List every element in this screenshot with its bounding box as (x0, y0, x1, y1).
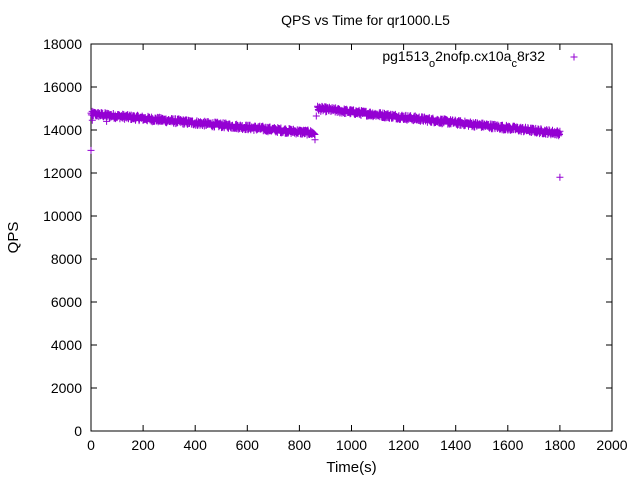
y-tick-label: 12000 (43, 165, 82, 181)
x-tick-label: 1400 (440, 437, 471, 453)
y-tick-label: 4000 (51, 337, 82, 353)
y-tick-label: 2000 (51, 380, 82, 396)
y-tick-label: 10000 (43, 208, 82, 224)
legend: pg1513o2nofp.cx10ac8r32 (382, 48, 578, 70)
x-tick-label: 2000 (596, 437, 627, 453)
series-markers (87, 102, 564, 181)
series-points (87, 102, 564, 181)
x-tick-label: 1000 (336, 437, 367, 453)
x-tick-label: 200 (131, 437, 155, 453)
x-tick-label: 0 (87, 437, 95, 453)
y-tick-label: 18000 (43, 36, 82, 52)
legend-marker (570, 53, 578, 61)
plot-border (90, 43, 613, 432)
x-tick-label: 1200 (388, 437, 419, 453)
y-axis: 0 2000 4000 6000 8000 10000 12000 14000 16000 180… (43, 36, 612, 439)
y-axis-title: QPS (5, 222, 22, 254)
x-axis: 0 200 400 600 800 1000 1200 1400 1600 1800 2000 (87, 44, 628, 453)
chart-title: QPS vs Time for qr1000.L5 (281, 12, 450, 28)
plot-area (90, 43, 613, 432)
y-tick-label: 14000 (43, 122, 82, 138)
x-tick-label: 800 (288, 437, 312, 453)
x-axis-title: Time(s) (326, 459, 376, 476)
legend-label: pg1513o2nofp.cx10ac8r32 (382, 48, 545, 70)
x-tick-label: 1600 (492, 437, 523, 453)
x-tick-label: 1800 (544, 437, 575, 453)
y-tick-label: 0 (74, 423, 82, 439)
y-tick-label: 16000 (43, 79, 82, 95)
y-tick-label: 6000 (51, 294, 82, 310)
y-tick-label: 8000 (51, 251, 82, 267)
x-tick-label: 400 (184, 437, 208, 453)
x-tick-label: 600 (236, 437, 260, 453)
